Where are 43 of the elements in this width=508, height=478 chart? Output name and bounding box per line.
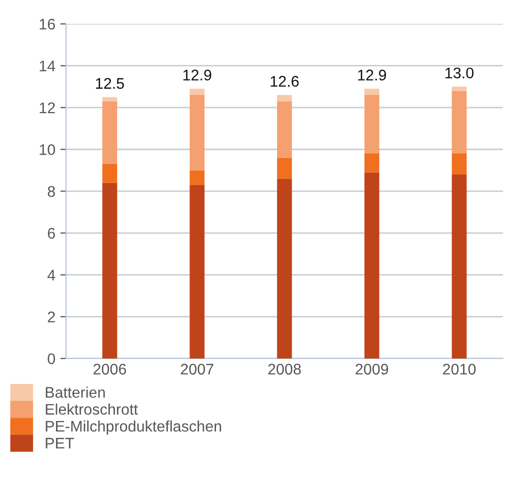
x-tick-label: 2007 [180, 364, 214, 375]
bar [277, 95, 292, 102]
bar [364, 154, 380, 172]
bar [452, 154, 467, 174]
bar [190, 184, 205, 358]
bar [452, 86, 467, 91]
y-tick-label: 14 [40, 60, 56, 72]
total-label: 12.9 [183, 70, 212, 80]
bar [102, 164, 118, 183]
y-tick-label: 4 [47, 270, 56, 280]
bar [364, 88, 380, 96]
bar [102, 101, 118, 164]
bar [190, 95, 205, 170]
bar [277, 101, 292, 158]
y-tick-label: 6 [48, 228, 55, 239]
bar [277, 178, 292, 358]
bar [364, 172, 380, 358]
y-tick-label: 16 [40, 18, 55, 30]
legend-label: Elektroschrott [46, 404, 138, 415]
bar [452, 174, 467, 358]
y-tick-label: 0 [48, 353, 56, 364]
legend-label: PE-Milchprodukteflaschen [46, 420, 222, 435]
x-tick-label: 2006 [94, 364, 126, 375]
y-tick-label: 10 [40, 144, 56, 156]
bar [190, 170, 205, 185]
x-tick-label: 2008 [268, 364, 301, 375]
bar [102, 97, 118, 102]
legend-label: PET [46, 438, 74, 448]
total-label: 12.6 [270, 76, 299, 87]
total-label: 13.0 [446, 68, 474, 78]
y-tick-label: 2 [48, 312, 55, 322]
x-tick-label: 2009 [356, 364, 388, 375]
x-tick-label: 2010 [443, 364, 476, 375]
legend-label: Batterien [46, 386, 105, 398]
bar [190, 88, 205, 96]
bar [102, 182, 118, 358]
bar [277, 158, 292, 179]
bar [452, 90, 467, 154]
bar [364, 95, 380, 154]
total-label: 12.5 [96, 78, 124, 89]
total-label: 12.9 [358, 70, 386, 80]
y-tick-label: 8 [48, 186, 55, 197]
y-tick-label: 12 [40, 102, 55, 114]
